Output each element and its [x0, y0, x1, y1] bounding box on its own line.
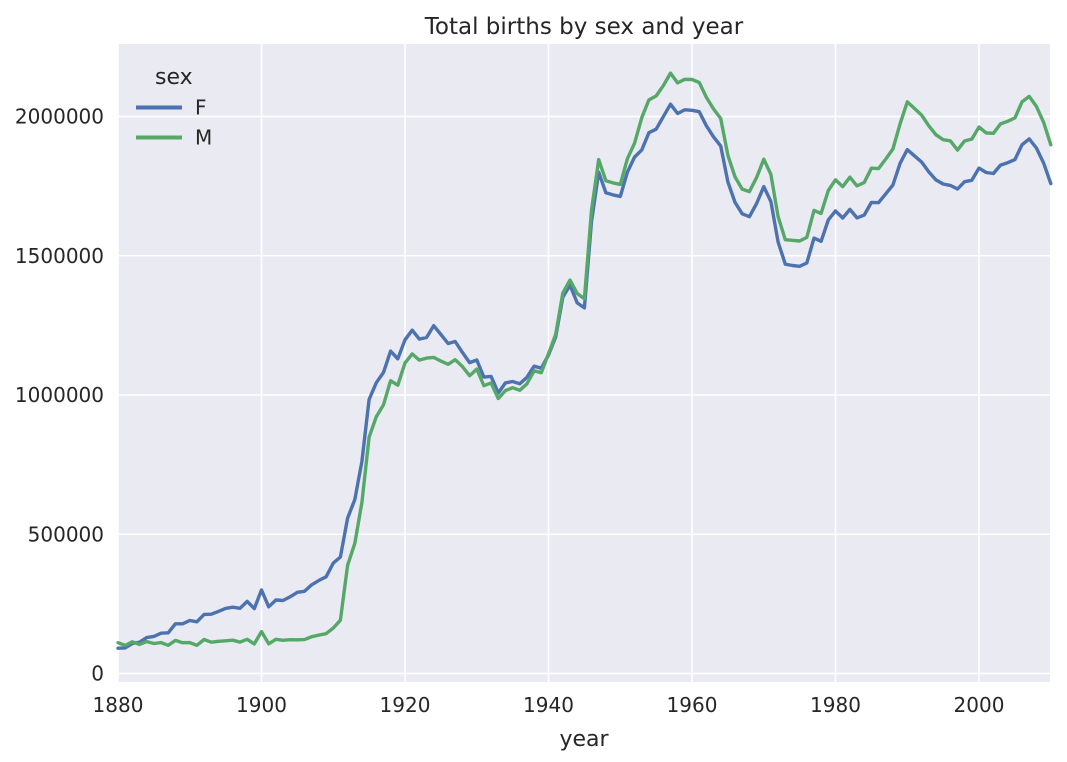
y-axis-tick-labels: 0 500000 1000000 1500000 2000000: [15, 105, 104, 686]
legend-label-m: M: [195, 126, 212, 150]
x-axis-tick-labels: 1880 1900 1920 1940 1960 1980 2000: [93, 693, 1005, 717]
gridlines: [117, 44, 1050, 682]
legend-label-f: F: [195, 96, 207, 120]
y-tick-label-1000000: 1000000: [15, 383, 104, 407]
y-tick-label-2000000: 2000000: [15, 105, 104, 129]
legend: sex F M: [136, 65, 212, 150]
x-tick-label-1920: 1920: [380, 693, 431, 717]
x-tick-label-2000: 2000: [954, 693, 1005, 717]
series-line-f: [116, 102, 1053, 650]
x-tick-label-1960: 1960: [667, 693, 718, 717]
x-tick-label-1940: 1940: [523, 693, 574, 717]
legend-title: sex: [155, 65, 193, 90]
x-axis-label: year: [559, 727, 609, 752]
y-tick-label-500000: 500000: [28, 522, 104, 546]
x-tick-label-1880: 1880: [93, 693, 144, 717]
y-tick-label-0: 0: [91, 662, 104, 686]
x-tick-label-1900: 1900: [236, 693, 287, 717]
plot-area: [118, 44, 1050, 682]
data-series: [116, 71, 1053, 650]
series-line-m: [116, 71, 1053, 648]
y-tick-label-1500000: 1500000: [15, 244, 104, 268]
chart-title: Total births by sex and year: [424, 14, 744, 40]
x-tick-label-1980: 1980: [810, 693, 861, 717]
